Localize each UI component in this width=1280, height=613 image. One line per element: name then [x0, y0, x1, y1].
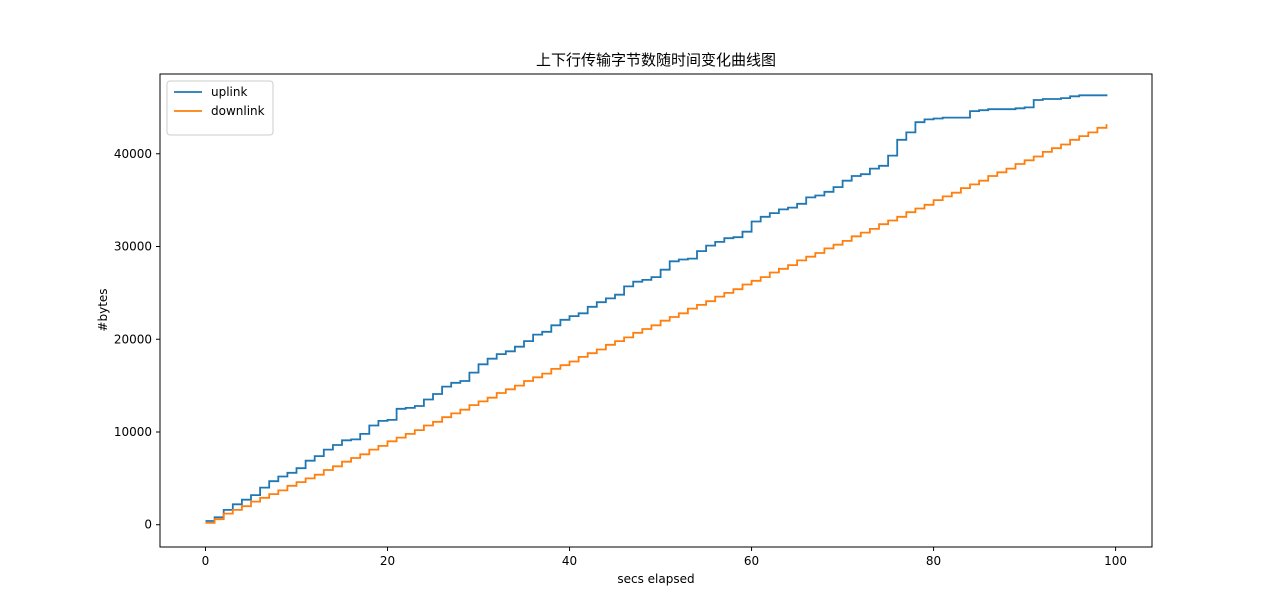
series-layer	[205, 94, 1108, 524]
legend-label-downlink: downlink	[211, 104, 265, 118]
plot-area	[159, 73, 1153, 548]
x-axis-ticks: 0 20 40 60 80 100	[202, 547, 1127, 568]
legend: uplink downlink	[166, 80, 274, 136]
y-axis-label: #bytes	[96, 288, 110, 331]
x-axis-label: secs elapsed	[617, 572, 694, 586]
y-tick-label: 40000	[114, 147, 152, 161]
y-tick-label: 20000	[114, 332, 152, 346]
x-tick-label: 80	[926, 554, 941, 568]
y-tick-label: 10000	[114, 425, 152, 439]
x-tick-label: 60	[744, 554, 759, 568]
legend-label-uplink: uplink	[211, 85, 247, 99]
chart-title: 上下行传输字节数随时间变化曲线图	[536, 51, 776, 69]
x-tick-label: 40	[562, 554, 577, 568]
series-line-uplink	[205, 94, 1108, 522]
x-tick-label: 0	[202, 554, 210, 568]
y-axis-ticks: 0 10000 20000 30000 40000	[114, 147, 160, 532]
x-tick-label: 100	[1104, 554, 1127, 568]
series-line-downlink	[205, 124, 1108, 524]
plot-frame	[159, 73, 1153, 548]
x-tick-label: 20	[380, 554, 395, 568]
y-tick-label: 30000	[114, 240, 152, 254]
y-tick-label: 0	[144, 518, 152, 532]
legend-box	[166, 80, 274, 136]
